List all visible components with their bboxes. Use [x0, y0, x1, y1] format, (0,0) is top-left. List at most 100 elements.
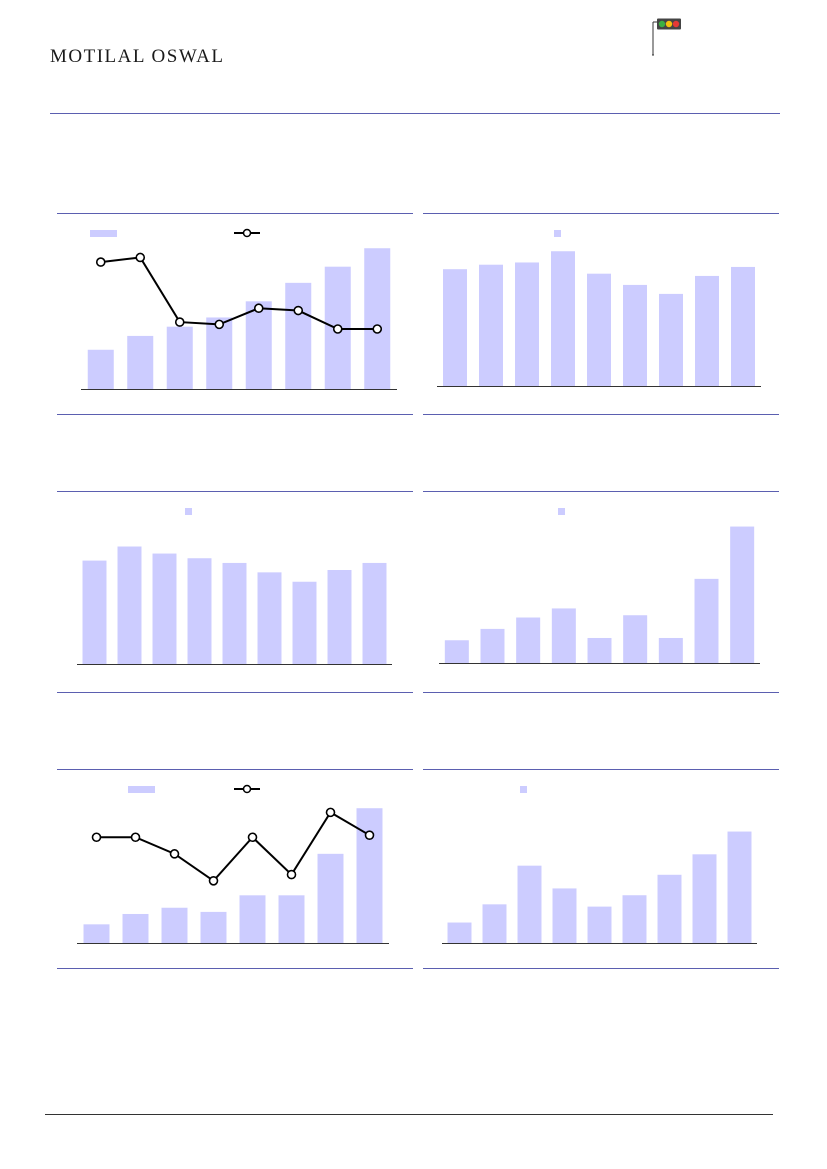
chart-panel-6: [423, 769, 779, 972]
chart-bar: [659, 293, 683, 386]
chart-bar: [278, 895, 305, 943]
legend-bar-swatch: [128, 786, 155, 793]
chart-bar: [317, 853, 344, 943]
legend-line-marker: [242, 228, 252, 238]
chart-panel-2: [423, 213, 779, 416]
chart-4: [439, 508, 760, 664]
chart-3: [77, 508, 392, 665]
header-divider: [50, 113, 780, 114]
chart-bar: [480, 628, 505, 663]
chart-bar: [694, 578, 719, 663]
chart-bar: [727, 831, 752, 943]
legend-bar-swatch: [185, 508, 192, 515]
brand-wordmark: MOTILAL OSWAL: [50, 46, 225, 68]
chart-bar: [166, 326, 193, 389]
traffic-light-flag-icon: [652, 18, 681, 56]
chart-bar: [292, 581, 317, 664]
chart-point: [130, 832, 141, 843]
chart-bar: [117, 546, 142, 664]
chart-bar: [362, 562, 387, 664]
panel-top-rule: [57, 213, 413, 214]
chart-bar: [551, 608, 576, 663]
chart-bar: [245, 301, 272, 389]
chart-bar: [658, 637, 683, 663]
chart-bar: [479, 264, 503, 386]
chart-bar: [239, 895, 266, 943]
chart-bar: [587, 273, 611, 386]
legend-line-marker: [242, 784, 252, 794]
chart-line: [100, 256, 378, 330]
chart-point: [214, 319, 225, 330]
brand-part-otilal: OTILAL: [68, 46, 152, 67]
chart-point: [325, 807, 336, 818]
panel-top-rule: [423, 213, 779, 214]
chart-point: [332, 324, 343, 334]
chart-point: [91, 832, 102, 843]
chart-bar: [622, 895, 647, 943]
chart-bar: [152, 553, 177, 664]
chart-panel-1: [57, 213, 413, 416]
panel-top-rule: [423, 769, 779, 770]
panel-top-rule: [423, 491, 779, 492]
chart-bar: [730, 526, 755, 663]
legend-bar-swatch: [558, 508, 565, 515]
footer-divider: [45, 1114, 773, 1115]
chart-point: [169, 849, 180, 859]
chart-point: [364, 830, 375, 840]
panel-bottom-rule: [423, 692, 779, 693]
chart-bar: [587, 637, 612, 663]
brand-part-swal: SWAL: [166, 46, 225, 67]
chart-bar: [447, 922, 472, 943]
chart-point: [293, 305, 304, 316]
chart-line: [96, 811, 371, 883]
chart-bar: [657, 874, 682, 943]
chart-point: [95, 257, 106, 267]
chart-bar: [161, 907, 188, 943]
chart-bar: [443, 269, 467, 386]
chart-point: [247, 832, 258, 843]
panel-bottom-rule: [57, 692, 413, 693]
chart-point: [286, 869, 297, 880]
legend-bar-swatch: [520, 786, 527, 793]
chart-bar: [83, 924, 110, 943]
chart-bar: [356, 808, 383, 943]
chart-bar: [623, 284, 647, 386]
panel-top-rule: [57, 769, 413, 770]
chart-bar: [552, 888, 577, 943]
chart-bar: [516, 617, 541, 663]
chart-bar: [206, 317, 233, 389]
legend-bar-swatch: [90, 230, 117, 237]
chart-point: [135, 252, 146, 263]
chart-bar: [515, 262, 539, 386]
chart-bar: [82, 560, 107, 664]
chart-bar: [364, 248, 391, 389]
chart-panel-4: [423, 491, 779, 694]
chart-point: [372, 324, 383, 334]
chart-bar: [692, 854, 717, 943]
chart-bar: [623, 615, 648, 663]
chart-bar: [187, 558, 212, 664]
chart-bar: [587, 906, 612, 943]
chart-panel-3: [57, 491, 413, 694]
chart-bar: [517, 865, 542, 943]
brand-letter-m: M: [50, 46, 69, 67]
chart-bar: [200, 911, 227, 943]
chart-6: [442, 786, 757, 944]
chart-bar: [257, 572, 282, 664]
chart-bar: [87, 349, 114, 389]
chart-bar: [285, 282, 312, 389]
chart-bar: [551, 251, 575, 386]
chart-bar: [127, 335, 154, 389]
chart-point: [208, 875, 219, 886]
panel-bottom-rule: [423, 968, 779, 969]
chart-bar: [122, 913, 149, 943]
panel-bottom-rule: [57, 968, 413, 969]
chart-bar: [695, 275, 719, 386]
chart-5: [77, 784, 389, 944]
panel-bottom-rule: [57, 414, 413, 415]
chart-bar: [731, 266, 755, 386]
panel-top-rule: [57, 491, 413, 492]
legend-bar-swatch: [554, 230, 561, 237]
chart-2: [437, 230, 761, 387]
chart-point: [174, 317, 185, 327]
